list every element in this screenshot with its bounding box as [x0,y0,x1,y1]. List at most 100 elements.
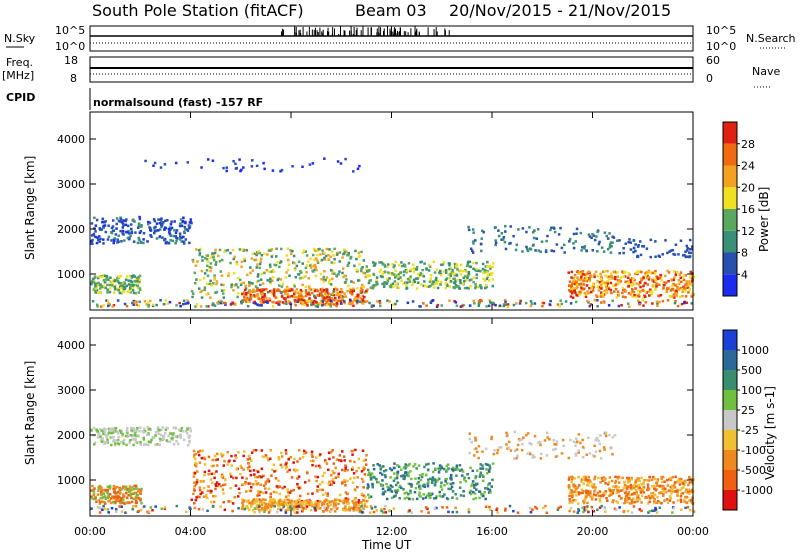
radar-return [233,495,236,499]
radar-return [190,498,194,502]
radar-return [400,261,403,264]
radar-return [336,291,339,295]
radar-return [406,496,409,500]
radar-return [231,502,235,505]
radar-return [444,278,448,282]
radar-return [571,291,574,295]
radar-return [599,457,603,460]
radar-return [690,274,694,278]
radar-return [369,495,373,499]
radar-return [560,246,564,250]
radar-return [329,305,333,308]
radar-return [233,459,236,463]
radar-return [270,290,274,294]
radar-return [325,247,329,251]
radar-return [320,292,323,296]
radar-return [414,277,418,280]
radar-return [301,251,305,255]
radar-return [569,302,573,305]
radar-return [386,485,389,489]
radar-return [103,441,106,444]
radar-return [515,448,519,451]
radar-return [112,241,115,245]
radar-return [473,302,476,305]
radar-return [362,459,366,463]
radar-return [685,244,689,248]
radar-return [366,468,370,472]
radar-return [463,279,466,283]
radar-return [313,287,316,291]
radar-return [567,289,571,292]
radar-return [333,261,336,265]
radar-return [529,452,532,456]
radar-return [427,462,430,466]
radar-return [313,299,316,303]
radar-return [610,244,613,248]
radar-return [221,292,225,295]
velocity-colorbar-swatch [723,330,737,350]
radar-return [489,267,492,271]
radar-return [413,490,417,494]
radar-return [570,276,573,279]
radar-return [241,476,244,479]
radar-return [133,484,136,488]
x-tick-label: 16:00 [476,525,508,538]
radar-return [188,506,191,509]
radar-return [521,442,524,446]
radar-return [266,477,270,481]
radar-return [625,496,629,499]
radar-return [108,283,112,287]
radar-return [304,507,308,511]
radar-return [305,271,308,274]
radar-return [217,300,221,304]
radar-return [579,285,583,288]
radar-return [457,284,460,288]
radar-return [635,498,639,502]
radar-return [345,250,348,254]
radar-return [483,491,487,494]
radar-return [343,249,347,253]
radar-return [436,478,440,482]
radar-return [207,472,211,476]
radar-return [366,288,369,291]
radar-return [192,475,196,478]
radar-return [275,247,278,251]
radar-return [585,495,588,498]
radar-return [158,443,161,446]
radar-return [332,303,336,306]
radar-return [352,472,356,475]
radar-return [198,253,201,257]
radar-return [97,238,100,242]
radar-return [614,287,618,291]
radar-return [580,249,583,252]
radar-return [236,276,240,280]
radar-return [341,271,344,275]
radar-return [135,493,139,497]
radar-return [220,283,223,287]
radar-return [293,299,297,302]
radar-return [480,229,484,233]
radar-return [451,510,454,514]
radar-return [139,492,142,495]
radar-return [580,488,584,491]
radar-return [601,293,605,296]
radar-return [284,288,287,292]
radar-return [138,280,141,284]
radar-return [593,275,596,279]
radar-return [331,297,334,301]
radar-return [661,253,664,256]
radar-return [332,456,335,459]
radar-return [343,459,346,462]
radar-return [270,270,273,273]
radar-return [173,220,176,223]
radar-return [258,498,261,502]
radar-return [680,487,684,490]
radar-return [581,246,584,249]
radar-return [673,253,677,256]
radar-return [593,490,596,493]
radar-return [477,300,481,303]
radar-return [602,491,606,494]
radar-return [220,473,224,477]
radar-return [466,472,470,476]
radar-return [176,237,179,240]
